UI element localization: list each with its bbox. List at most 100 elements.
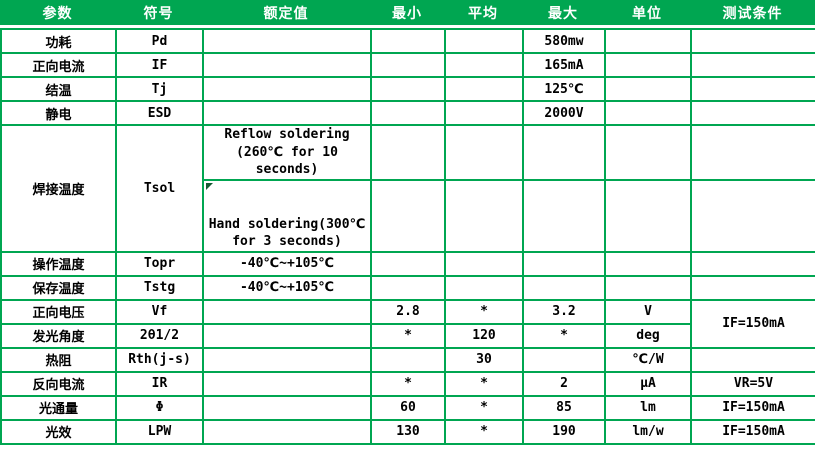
cell-test-condition: IF=150mA xyxy=(690,298,815,349)
cell-avg xyxy=(444,178,524,253)
column-header-rated-value: 额定值 xyxy=(263,5,309,22)
cell-parameter: 静电 xyxy=(0,100,117,126)
cell-avg: 120 xyxy=(444,322,524,349)
table-row-tj: 结温 Tj 125℃ xyxy=(0,76,815,102)
cell-symbol: Pd xyxy=(115,28,204,54)
table-header: 参数 符号 额定值 最小 平均 最大 单位 测试条件 xyxy=(0,0,815,25)
cell-rated-value xyxy=(202,28,372,54)
cell-unit xyxy=(604,52,692,78)
cell-avg xyxy=(444,124,524,181)
cell-max xyxy=(522,178,606,253)
cell-avg: * xyxy=(444,370,524,397)
cell-parameter: 正向电流 xyxy=(0,52,117,78)
cell-avg: * xyxy=(444,394,524,421)
cell-symbol: 2θ1/2 xyxy=(115,322,204,349)
cell-avg: * xyxy=(444,298,524,325)
cell-max: 3.2 xyxy=(522,298,606,325)
cell-min xyxy=(370,124,446,181)
cell-unit: lm xyxy=(604,394,692,421)
cell-parameter: 反向电流 xyxy=(0,370,117,397)
cell-avg xyxy=(444,274,524,301)
cell-unit: lm/w xyxy=(604,418,692,445)
column-header-avg: 平均 xyxy=(468,5,498,22)
cell-max xyxy=(522,274,606,301)
cell-min: 2.8 xyxy=(370,298,446,325)
cell-avg: 30 xyxy=(444,346,524,373)
spec-table-body: 功耗 Pd 580mw 正向电流 IF 165mA 结温 xyxy=(0,28,815,445)
cell-avg xyxy=(444,250,524,277)
cell-symbol: Rth(j-s) xyxy=(115,346,204,373)
table-row-lpw: 光效 LPW 130 * 190 lm/w IF=150mA xyxy=(0,418,815,445)
cell-test-condition: VR=5V xyxy=(690,370,815,397)
table-row-if: 正向电流 IF 165mA xyxy=(0,52,815,78)
cell-symbol: Topr xyxy=(115,250,204,277)
cell-max xyxy=(522,124,606,181)
cell-unit: μA xyxy=(604,370,692,397)
cell-min: 130 xyxy=(370,418,446,445)
cell-parameter: 操作温度 xyxy=(0,250,117,277)
cell-symbol: IF xyxy=(115,52,204,78)
cell-unit xyxy=(604,100,692,126)
hand-soldering-text: Hand soldering(300℃ for 3 seconds) xyxy=(208,216,366,250)
cell-test-condition xyxy=(690,76,815,102)
cell-parameter: 结温 xyxy=(0,76,117,102)
cell-max xyxy=(522,250,606,277)
cell-rated-value-reflow: Reflow soldering (260℃ for 10 seconds) xyxy=(202,124,372,181)
cell-rated-value xyxy=(202,52,372,78)
cell-parameter: 光效 xyxy=(0,418,117,445)
cell-max: 190 xyxy=(522,418,606,445)
cell-parameter: 功耗 xyxy=(0,28,117,54)
cell-min: 60 xyxy=(370,394,446,421)
cell-avg xyxy=(444,52,524,78)
cell-unit xyxy=(604,274,692,301)
table-row-esd: 静电 ESD 2000V xyxy=(0,100,815,126)
cell-unit: deg xyxy=(604,322,692,349)
cell-symbol: IR xyxy=(115,370,204,397)
table-row-topr: 操作温度 Topr -40℃~+105℃ xyxy=(0,250,815,277)
cell-rated-value xyxy=(202,76,372,102)
table-row-tsol-hand: Hand soldering(300℃ for 3 seconds) xyxy=(1,178,815,253)
cell-symbol: Tj xyxy=(115,76,204,102)
cell-unit xyxy=(604,124,692,181)
cell-symbol: Tsol xyxy=(115,124,204,253)
cell-min xyxy=(370,346,446,373)
cell-test-condition xyxy=(690,28,815,54)
table-row-rth: 热阻 Rth(j-s) 30 ℃/W xyxy=(0,346,815,373)
column-header-symbol: 符号 xyxy=(143,5,174,22)
cell-max xyxy=(522,346,606,373)
cell-unit xyxy=(604,76,692,102)
cell-min xyxy=(370,28,446,54)
table-row-angle: 发光角度 2θ1/2 * 120 * deg xyxy=(0,322,815,349)
cell-max: * xyxy=(522,322,606,349)
cell-max: 125℃ xyxy=(522,76,606,102)
cell-parameter: 保存温度 xyxy=(0,274,117,301)
cell-unit xyxy=(604,28,692,54)
cell-symbol: ESD xyxy=(115,100,204,126)
cell-symbol: Vf xyxy=(115,298,204,325)
cell-rated-value xyxy=(202,100,372,126)
table-row-vf: 正向电压 Vf 2.8 * 3.2 V IF=150mA xyxy=(0,298,815,349)
table-row-tstg: 保存温度 Tstg -40℃~+105℃ xyxy=(0,274,815,301)
table-row-ir: 反向电流 IR * * 2 μA VR=5V xyxy=(0,370,815,397)
cell-rated-value xyxy=(202,298,372,325)
table-row-flux: 光通量 Φ 60 * 85 lm IF=150mA xyxy=(0,394,815,421)
cell-test-condition: IF=150mA xyxy=(690,418,815,445)
cell-min xyxy=(370,250,446,277)
cell-symbol: Tstg xyxy=(115,274,204,301)
column-header-parameter: 参数 xyxy=(42,5,73,22)
cell-rated-value: -40℃~+105℃ xyxy=(202,274,372,301)
cell-rated-value xyxy=(202,346,372,373)
cell-rated-value xyxy=(202,418,372,445)
cell-min xyxy=(370,274,446,301)
cell-parameter: 热阻 xyxy=(0,346,117,373)
table-row-pd: 功耗 Pd 580mw xyxy=(0,28,815,54)
cell-test-condition xyxy=(690,178,815,253)
cell-rated-value-hand: Hand soldering(300℃ for 3 seconds) xyxy=(202,178,372,253)
cell-parameter: 焊接温度 xyxy=(0,124,117,253)
column-header-test-condition: 测试条件 xyxy=(722,5,783,22)
cell-rated-value xyxy=(202,394,372,421)
cell-test-condition xyxy=(690,346,815,373)
cell-test-condition xyxy=(690,100,815,126)
cell-min xyxy=(370,52,446,78)
cell-parameter: 正向电压 xyxy=(0,298,117,325)
